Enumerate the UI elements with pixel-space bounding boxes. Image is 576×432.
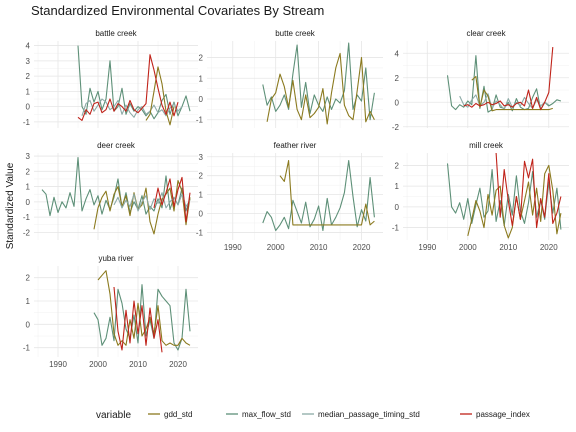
series-line-gdd-std xyxy=(279,160,375,226)
facet-strip-label: mill creek xyxy=(469,141,504,150)
y-tick-label: 2 xyxy=(395,74,400,83)
y-tick-label: 3 xyxy=(26,152,31,161)
facet-clear-creek: clear creek -2 0 2 4 xyxy=(392,29,569,132)
legend-item-passage-index: passage_index xyxy=(460,410,530,419)
y-tick-label: 4 xyxy=(26,42,31,51)
x-tick-label: 2020 xyxy=(169,360,187,369)
y-tick-label: 0 xyxy=(26,103,31,112)
series-line-max-flow-std xyxy=(262,160,375,232)
series-line-passage-index xyxy=(77,54,179,121)
facet-deer-creek: deer creek -2 -1 0 1 2 3 xyxy=(23,141,198,240)
y-tick-label: 0 xyxy=(199,95,204,104)
legend-label: max_flow_std xyxy=(242,410,291,419)
chart-title: Standardized Environmental Covariates By… xyxy=(31,3,324,18)
x-tick-label: 1990 xyxy=(224,243,242,252)
y-tick-label: 1 xyxy=(199,74,204,83)
legend-item-median-passage-timing-std: median_passage_timing_std xyxy=(302,410,420,419)
y-tick-label: 1 xyxy=(26,87,31,96)
series-line-passage-index xyxy=(495,152,562,229)
series-line-gdd-std xyxy=(471,75,553,112)
y-tick-label: 1 xyxy=(199,191,204,200)
series-line-max-flow-std xyxy=(93,284,191,351)
x-tick-label: 1990 xyxy=(418,243,436,252)
y-tick-label: 1 xyxy=(26,297,31,306)
y-tick-label: -1 xyxy=(196,228,204,237)
x-tick-label: 1990 xyxy=(49,360,67,369)
x-tick-label: 2010 xyxy=(129,360,147,369)
y-tick-label: 0 xyxy=(395,203,400,212)
legend-label: median_passage_timing_std xyxy=(318,410,420,419)
facet-strip-label: clear creek xyxy=(466,29,506,38)
facet-yuba-river: yuba river -1 0 1 2 1990 2000 2010 2020 xyxy=(23,254,198,369)
legend-title: variable xyxy=(96,410,131,421)
y-tick-label: 1 xyxy=(26,183,31,192)
y-tick-label: -2 xyxy=(392,123,400,132)
facet-strip-label: butte creek xyxy=(275,29,316,38)
series-line-max-flow-std xyxy=(77,45,191,120)
legend-item-gdd-std: gdd_std xyxy=(148,410,192,419)
y-axis-label: Standardized Value xyxy=(5,162,16,249)
x-tick-label: 2020 xyxy=(540,243,558,252)
y-tick-label: 2 xyxy=(199,54,204,63)
x-tick-label: 2020 xyxy=(353,243,371,252)
x-tick-label: 2000 xyxy=(267,243,285,252)
facet-feather-river: feather river -1 0 1 2 3 1990 2000 2010 2020 xyxy=(196,141,383,252)
facet-butte-creek: butte creek -1 0 1 2 xyxy=(196,29,383,128)
y-tick-label: 3 xyxy=(26,57,31,66)
series-line-gdd-std xyxy=(266,52,375,125)
legend-label: gdd_std xyxy=(164,410,192,419)
legend-item-max-flow-std: max_flow_std xyxy=(226,410,291,419)
y-tick-label: -1 xyxy=(196,116,204,125)
facet-strip-label: deer creek xyxy=(97,141,136,150)
y-tick-label: 0 xyxy=(199,210,204,219)
y-tick-label: -1 xyxy=(23,213,31,222)
facet-strip-label: battle creek xyxy=(95,29,137,38)
facet-strip-label: feather river xyxy=(274,141,317,150)
y-tick-label: 3 xyxy=(199,153,204,162)
x-tick-label: 2010 xyxy=(310,243,328,252)
y-tick-label: 4 xyxy=(395,49,400,58)
facet-battle-creek: battle creek -1 0 1 2 3 4 xyxy=(23,29,198,128)
series-line-median-passage-timing-std xyxy=(113,192,191,212)
series-line-gdd-std xyxy=(145,66,175,126)
legend: variable gdd_std max_flow_std median_passa… xyxy=(96,410,530,421)
series-line-gdd-std xyxy=(93,179,191,235)
y-tick-label: 0 xyxy=(26,198,31,207)
y-tick-label: 2 xyxy=(199,172,204,181)
facet-strip-label: yuba river xyxy=(98,254,133,263)
y-tick-label: -1 xyxy=(392,224,400,233)
x-tick-label: 2000 xyxy=(459,243,477,252)
series-line-passage-index xyxy=(153,176,191,223)
series-line-passage-index xyxy=(113,286,163,353)
series-line-passage-index xyxy=(463,47,554,111)
y-tick-label: -2 xyxy=(23,228,31,237)
series-line-gdd-std xyxy=(97,270,191,346)
y-tick-label: 2 xyxy=(26,72,31,81)
y-tick-label: -1 xyxy=(23,118,31,127)
legend-label: passage_index xyxy=(476,410,530,419)
y-tick-label: 0 xyxy=(395,98,400,107)
y-tick-label: 2 xyxy=(395,161,400,170)
y-tick-label: 2 xyxy=(26,167,31,176)
y-tick-label: 1 xyxy=(395,182,400,191)
series-line-max-flow-std xyxy=(41,157,191,217)
x-tick-label: 2010 xyxy=(499,243,517,252)
x-tick-label: 2000 xyxy=(89,360,107,369)
y-tick-label: 0 xyxy=(26,320,31,329)
y-tick-label: 2 xyxy=(26,274,31,283)
facet-mill-creek: mill creek -1 0 1 2 1990 2000 2010 2020 xyxy=(392,141,569,252)
y-tick-label: -1 xyxy=(23,344,31,353)
